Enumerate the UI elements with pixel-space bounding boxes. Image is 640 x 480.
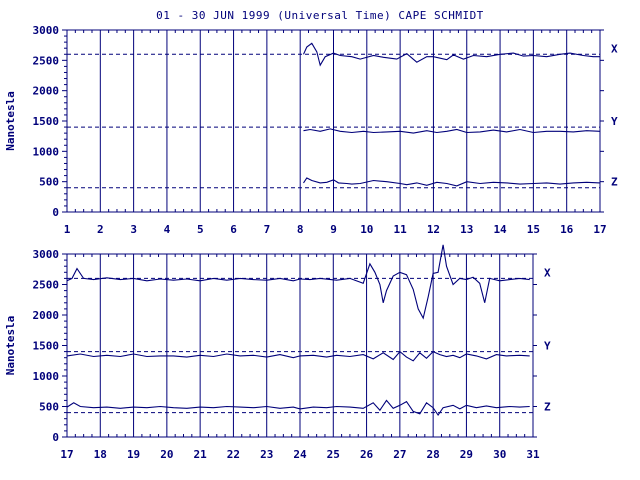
x-tick-label: 4 (164, 223, 171, 236)
series-x-line (66, 244, 530, 320)
x-tick-label: 3 (130, 223, 137, 236)
panel-1: 1 2 3 4 5 6 7 8 9 10 11 12 13 14 15 16 17050010001500200… (4, 24, 618, 236)
x-tick-label: 23 (260, 448, 273, 461)
series-y-line (303, 128, 601, 134)
y-tick-label: 2500 (33, 54, 60, 67)
series-label-x: X (611, 42, 618, 55)
y-tick-label: 1000 (33, 370, 60, 383)
series-label-z: Z (544, 401, 551, 414)
x-tick-label: 22 (227, 448, 240, 461)
x-tick-label: 25 (327, 448, 340, 461)
x-tick-label: 8 (297, 223, 304, 236)
y-axis-label: Nanotesla (4, 316, 17, 376)
x-tick-label: 13 (460, 223, 473, 236)
series-label-y: Y (544, 340, 551, 353)
y-tick-label: 0 (52, 431, 59, 444)
x-tick-label: 9 (330, 223, 337, 236)
x-tick-label: 30 (493, 448, 506, 461)
x-tick-label: 12 (427, 223, 440, 236)
y-tick-label: 1500 (33, 340, 60, 353)
y-tick-label: 500 (39, 176, 59, 189)
series-x-line (302, 42, 600, 67)
panel-2: 17 18 19 20 21 22 23 24 25 26 27 28 29 30 31 0 500 1000 15… (4, 244, 551, 461)
x-tick-label: 10 (360, 223, 373, 236)
x-tick-label: 2 (97, 223, 104, 236)
y-tick-label: 1500 (33, 115, 60, 128)
y-tick-label: 3000 (33, 24, 60, 37)
x-tick-label: 17 (60, 448, 73, 461)
series-label-z: Z (611, 176, 618, 189)
x-tick-label: 11 (394, 223, 408, 236)
y-tick-label: 500 (39, 401, 59, 414)
chart-title: 01 - 30 JUN 1999 (Universal Time) CAPE S… (156, 9, 484, 22)
x-tick-label: 18 (94, 448, 107, 461)
x-tick-label: 1 (64, 223, 71, 236)
x-tick-label: 29 (460, 448, 473, 461)
series-z-line (66, 399, 530, 416)
x-tick-label: 6 (230, 223, 237, 236)
y-tick-label: 2500 (33, 279, 60, 292)
x-tick-label: 14 (493, 223, 507, 236)
x-tick-label: 17 (593, 223, 606, 236)
y-tick-label: 3000 (33, 248, 60, 261)
y-tick-label: 2000 (33, 85, 60, 98)
y-axis-label: Nanotesla (4, 91, 17, 151)
series-label-y: Y (611, 115, 618, 128)
x-tick-label: 19 (127, 448, 140, 461)
x-tick-label: 16 (560, 223, 574, 236)
y-tick-label: 2000 (33, 309, 60, 322)
y-tick-label: 1000 (33, 145, 60, 158)
x-tick-label: 26 (360, 448, 374, 461)
y-tick-label: 0 (52, 206, 59, 219)
x-tick-label: 24 (293, 448, 307, 461)
x-tick-label: 5 (197, 223, 204, 236)
x-tick-label: 31 (526, 448, 540, 461)
series-label-x: X (544, 266, 551, 279)
x-tick-label: 21 (194, 448, 208, 461)
series-z-line (303, 177, 601, 187)
x-tick-label: 7 (264, 223, 271, 236)
series-y-line (66, 350, 530, 362)
x-tick-label: 15 (527, 223, 540, 236)
x-tick-label: 27 (393, 448, 406, 461)
x-tick-label: 20 (160, 448, 173, 461)
x-tick-label: 28 (427, 448, 440, 461)
